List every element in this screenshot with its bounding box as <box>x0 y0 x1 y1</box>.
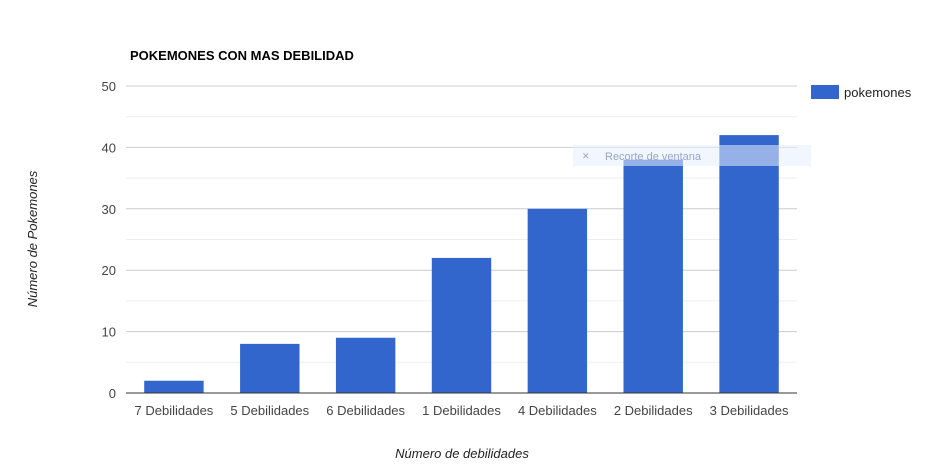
close-icon[interactable]: ✕ <box>582 151 590 161</box>
overlay-box <box>573 145 811 166</box>
x-tick-labels: 7 Debilidades 5 Debilidades 6 Debilidades 1… <box>135 403 789 418</box>
chart-title: POKEMONES CON MAS DEBILIDAD <box>130 48 354 63</box>
y-tick-label: 50 <box>102 79 116 94</box>
x-tick-label: 3 Debilidades <box>710 403 789 418</box>
y-tick-label: 20 <box>102 263 116 278</box>
x-tick-label: 1 Debilidades <box>422 403 501 418</box>
x-tick-label: 5 Debilidades <box>230 403 309 418</box>
y-tick-label: 10 <box>102 325 116 340</box>
bar <box>431 257 492 393</box>
x-tick-label: 4 Debilidades <box>518 403 597 418</box>
y-tick-label: 40 <box>102 140 116 155</box>
gridlines <box>126 85 797 363</box>
y-tick-label: 0 <box>109 386 116 401</box>
x-axis-title: Número de debilidades <box>395 446 529 461</box>
overlay-label: Recorte de ventana <box>605 151 702 163</box>
legend-label: pokemones <box>844 85 912 100</box>
window-snip-overlay[interactable]: ✕ Recorte de ventana <box>573 145 811 166</box>
bar <box>527 208 588 393</box>
x-tick-label: 7 Debilidades <box>135 403 214 418</box>
bar <box>335 337 396 393</box>
bar <box>623 159 683 393</box>
bar <box>719 135 779 393</box>
bar <box>240 343 300 393</box>
x-tick-label: 6 Debilidades <box>326 403 405 418</box>
legend-swatch <box>811 85 839 99</box>
y-tick-labels: 0 10 20 30 40 50 <box>102 79 116 401</box>
y-tick-label: 30 <box>102 202 116 217</box>
legend: pokemones <box>811 85 912 100</box>
y-axis-title: Número de Pokemones <box>25 170 40 307</box>
bar <box>144 380 204 393</box>
x-tick-label: 2 Debilidades <box>614 403 693 418</box>
bars <box>144 135 779 393</box>
